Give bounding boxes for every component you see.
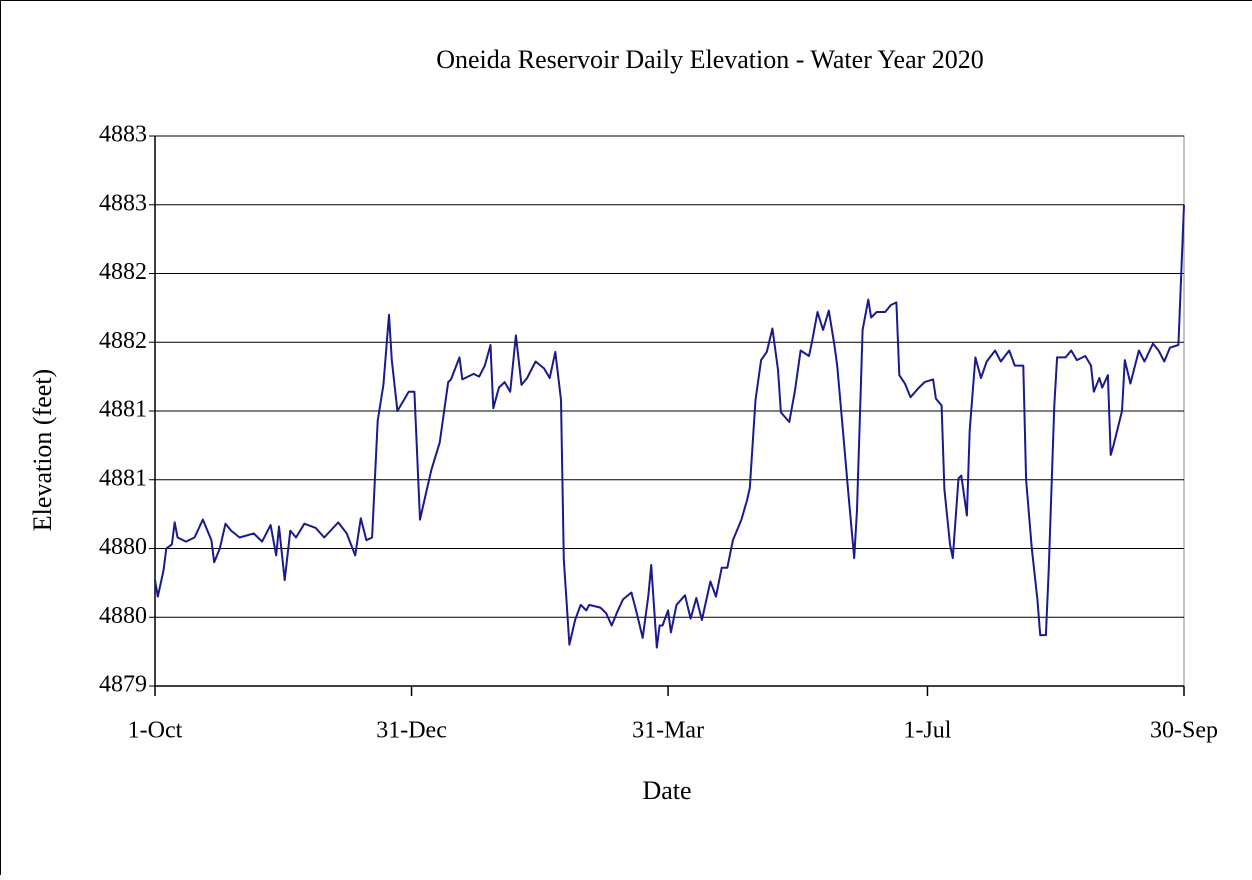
y-axis-label: Elevation (feet)	[28, 369, 57, 531]
y-tick-label: 4880	[99, 603, 147, 629]
x-tick-label: 31-Dec	[376, 718, 447, 744]
x-axis-label: Date	[642, 776, 691, 805]
y-tick-label: 4883	[99, 122, 147, 148]
chart-title: Oneida Reservoir Daily Elevation - Water…	[436, 45, 984, 74]
y-tick-label: 4882	[99, 259, 147, 285]
series-line	[155, 205, 1184, 648]
y-tick-label: 4881	[99, 465, 147, 491]
x-tick-label: 1-Jul	[903, 718, 951, 744]
x-tick-label: 31-Mar	[632, 718, 704, 744]
y-tick-label: 4879	[99, 672, 147, 698]
x-tick-label: 1-Oct	[128, 718, 183, 744]
y-tick-label: 4882	[99, 328, 147, 354]
x-tick-label: 30-Sep	[1150, 718, 1218, 744]
y-tick-label: 4881	[99, 397, 147, 423]
y-tick-label: 4883	[99, 190, 147, 216]
y-tick-label: 4880	[99, 534, 147, 560]
